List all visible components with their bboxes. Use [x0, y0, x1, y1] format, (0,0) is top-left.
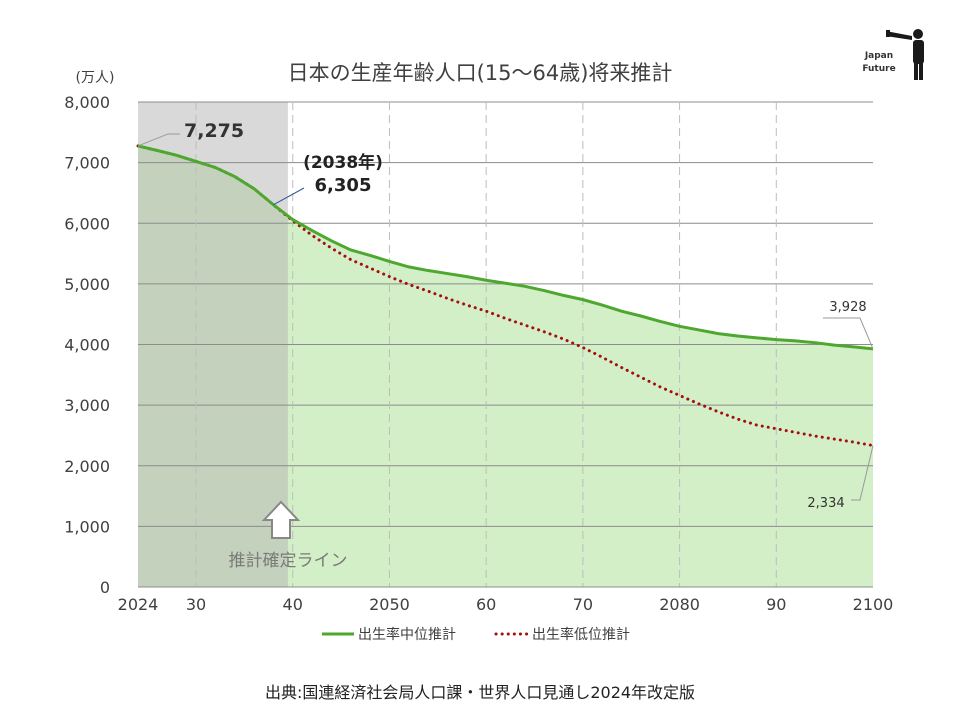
- leader-line-low-end: [851, 445, 874, 501]
- x-tick-label: 40: [283, 595, 303, 614]
- x-tick-label: 60: [476, 595, 496, 614]
- y-tick-label: 1,000: [64, 517, 110, 536]
- leader-line-2038: [273, 187, 305, 206]
- up-arrow-icon: [261, 500, 301, 539]
- y-tick-label: 0: [100, 578, 110, 597]
- source-note: 出典:国連経済社会局人口課・世界人口見通し2024年改定版: [265, 683, 695, 702]
- y-tick-label: 5,000: [64, 275, 110, 294]
- confirmed-line-label: 推計確定ライン: [229, 551, 348, 571]
- leader-line-start: [137, 133, 180, 147]
- y-tick-label: 4,000: [64, 336, 110, 355]
- x-tick-label: 2050: [369, 595, 410, 614]
- annotation-start-value: 7,275: [184, 120, 244, 142]
- logo-line1: Japan: [864, 51, 894, 61]
- x-tick-label: 70: [573, 595, 593, 614]
- logo-text: Japan Future: [857, 50, 901, 76]
- legend-label-low: 出生率低位推計: [532, 626, 630, 643]
- y-axis-label: (万人): [76, 70, 115, 86]
- legend-label-mid: 出生率中位推計: [358, 626, 456, 643]
- annotation-2038-value: 6,305: [315, 175, 372, 196]
- annotation-low-end-value: 2,334: [807, 496, 844, 511]
- annotation-2038-year: (2038年): [303, 152, 383, 173]
- x-tick-label: 2100: [853, 595, 894, 614]
- x-tick-label: 2024: [118, 595, 159, 614]
- x-tick-label: 2080: [659, 595, 700, 614]
- y-tick-label: 3,000: [64, 396, 110, 415]
- telescope-person-icon: [886, 29, 924, 80]
- area-fill: [138, 145, 873, 587]
- y-tick-label: 2,000: [64, 457, 110, 476]
- x-tick-label: 30: [186, 595, 206, 614]
- y-tick-label: 7,000: [64, 154, 110, 173]
- logo-line2: Future: [862, 64, 896, 74]
- x-tick-label: 90: [766, 595, 786, 614]
- y-tick-label: 6,000: [64, 214, 110, 233]
- chart-title: 日本の生産年齢人口(15～64歳)将来推計: [288, 61, 673, 85]
- leader-line-mid-end: [823, 317, 874, 350]
- y-tick-label: 8,000: [64, 93, 110, 112]
- annotation-mid-end-value: 3,928: [829, 300, 866, 315]
- series-line-mid: [137, 144, 874, 351]
